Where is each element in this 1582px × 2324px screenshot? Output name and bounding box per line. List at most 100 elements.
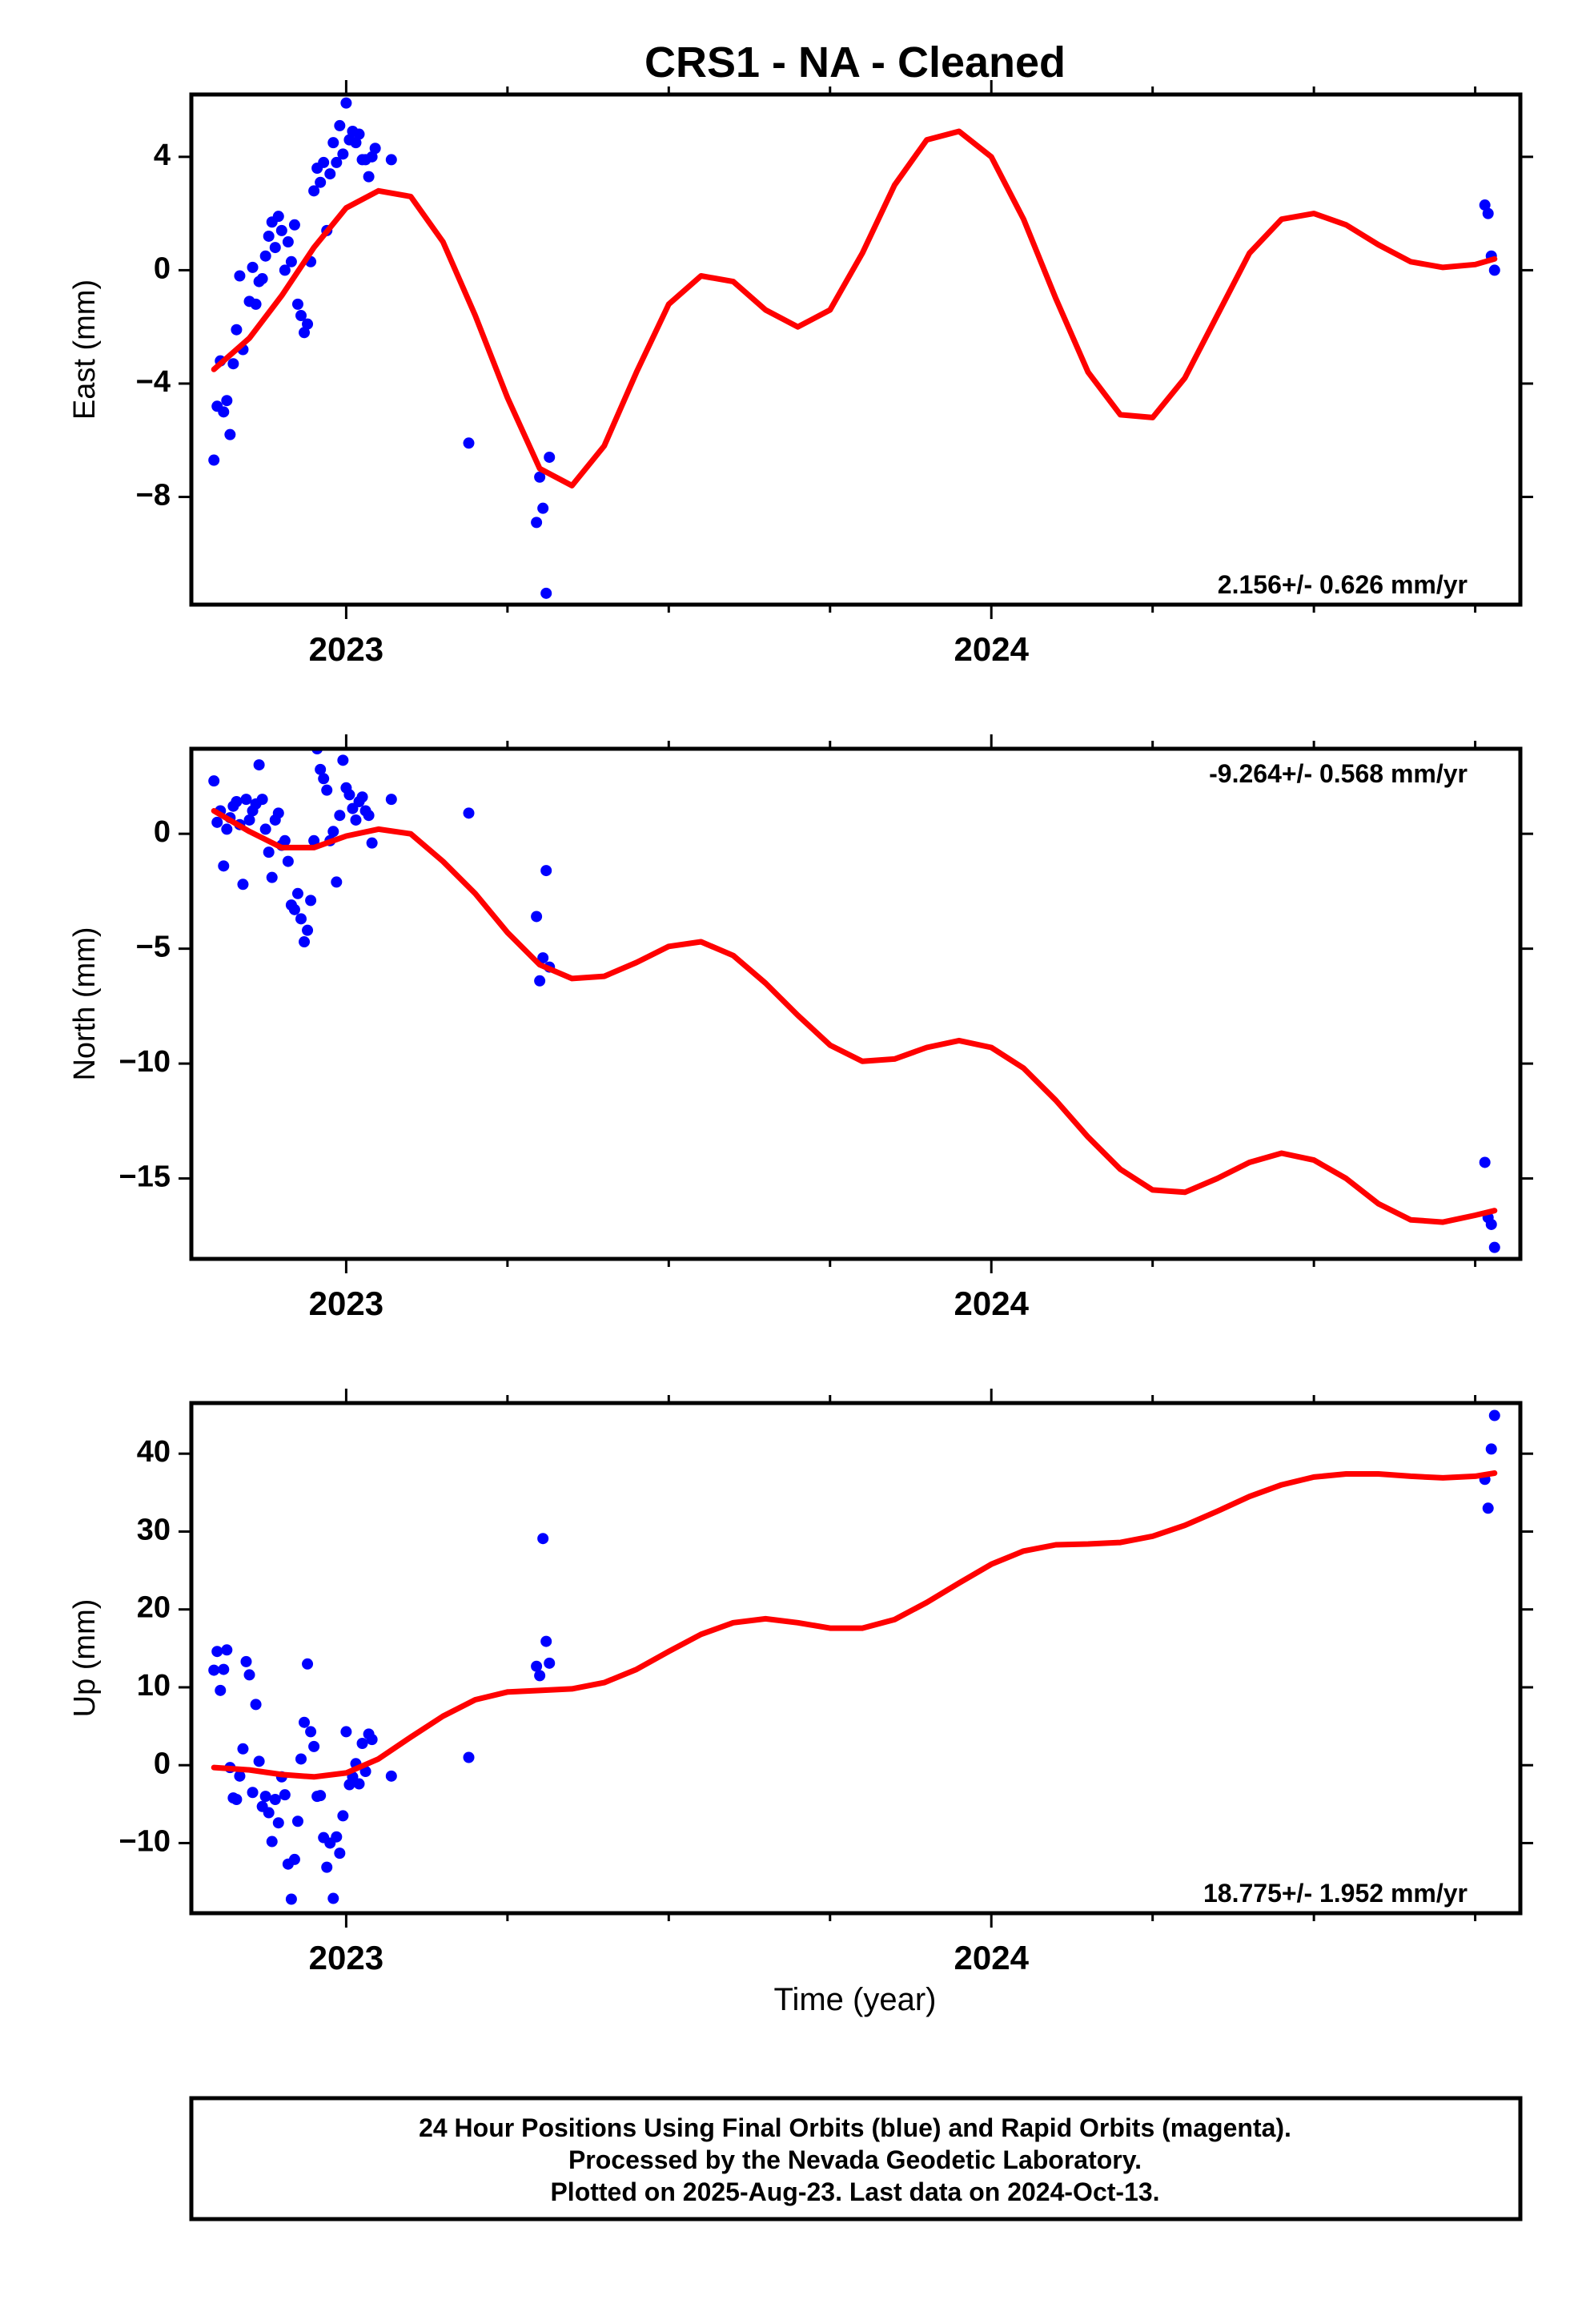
data-point (353, 128, 365, 140)
data-point (1482, 207, 1494, 219)
north-fit-line (211, 808, 1498, 1225)
data-point (321, 784, 333, 796)
data-point (537, 1533, 549, 1545)
data-point (295, 1753, 307, 1765)
data-point (221, 1644, 233, 1656)
y-tick-label: −5 (136, 931, 171, 964)
north-frame (189, 746, 1523, 1261)
x-axis-label: Time (year) (774, 1982, 937, 2017)
data-point (279, 1789, 291, 1801)
data-point (334, 119, 346, 131)
data-point (540, 865, 552, 877)
data-point (534, 471, 546, 483)
y-tick-label: −8 (136, 479, 171, 513)
data-point (337, 754, 349, 766)
y-tick-label: 0 (154, 1747, 171, 1780)
x-tick-label: 2023 (309, 1285, 383, 1322)
data-point (302, 318, 314, 330)
data-point (366, 837, 378, 849)
data-point (327, 137, 339, 149)
data-point (308, 1740, 320, 1752)
data-point (295, 310, 307, 322)
data-point (231, 1794, 243, 1806)
y-tick-label: 0 (154, 815, 171, 849)
data-point (324, 168, 336, 180)
data-point (234, 1770, 246, 1782)
footer-box: 24 Hour Positions Using Final Orbits (bl… (189, 2096, 1523, 2221)
data-point (356, 791, 368, 803)
data-point (305, 1726, 317, 1738)
data-point (531, 517, 543, 529)
data-point (327, 1892, 339, 1904)
data-point (263, 230, 275, 242)
data-point (288, 219, 300, 231)
data-point (327, 826, 339, 838)
up-data-points (208, 1409, 1500, 1905)
data-point (208, 1664, 220, 1676)
data-point (259, 1791, 271, 1803)
data-point (250, 1699, 262, 1711)
data-point (221, 823, 233, 835)
data-point (250, 298, 262, 310)
east-rate-label: 2.156+/- 0.626 mm/yr (1218, 570, 1468, 599)
data-point (337, 1810, 349, 1822)
data-point (211, 816, 223, 828)
y-tick-label: −4 (136, 365, 171, 399)
data-point (282, 236, 294, 248)
data-point (1488, 264, 1500, 276)
north-y-axis-label: North (mm) (68, 927, 102, 1080)
data-point (215, 1684, 227, 1696)
data-point (353, 1778, 365, 1790)
data-point (331, 1831, 343, 1843)
data-point (340, 1726, 352, 1738)
east-panel: 4 0 −4 −8 2023 2024 East (mm) 2.156+/- 0.626 mm… (68, 80, 1533, 668)
data-point (540, 1635, 552, 1647)
data-point (305, 895, 317, 907)
footer-line-2: Processed by the Nevada Geodetic Laborat… (568, 2145, 1142, 2174)
data-point (302, 1658, 314, 1670)
data-point (231, 795, 243, 807)
data-point (315, 763, 327, 775)
data-point (279, 264, 291, 276)
data-point (369, 143, 381, 155)
data-point (318, 156, 330, 168)
north-data-points (208, 749, 1500, 1253)
data-point (240, 794, 252, 806)
data-point (463, 807, 475, 819)
data-point (463, 437, 475, 449)
data-point (234, 270, 246, 282)
east-frame (189, 92, 1523, 607)
y-tick-label: 4 (154, 139, 171, 172)
data-point (315, 1790, 327, 1802)
data-point (537, 952, 549, 964)
data-point (531, 1660, 543, 1672)
y-tick-label: 20 (137, 1591, 171, 1625)
data-point (237, 1743, 249, 1755)
footer-line-3: Plotted on 2025-Aug-23. Last data on 202… (550, 2177, 1159, 2206)
data-point (299, 1716, 311, 1728)
north-panel: 0 −5 −10 −15 2023 2024 North (mm) -9.264+/- 0.5… (68, 734, 1533, 1322)
data-point (1485, 1443, 1497, 1455)
data-point (259, 823, 271, 835)
data-point (356, 1737, 368, 1749)
up-y-axis-label: Up (mm) (68, 1599, 102, 1718)
y-tick-label: −15 (119, 1160, 171, 1194)
data-point (385, 794, 397, 806)
data-point (363, 171, 375, 183)
east-data-points (208, 97, 1500, 599)
data-point (259, 250, 271, 262)
data-point (385, 1770, 397, 1782)
data-point (253, 759, 265, 771)
data-point (243, 814, 255, 826)
data-point (343, 789, 355, 801)
data-point (208, 454, 220, 466)
data-point (256, 794, 268, 806)
data-point (540, 587, 552, 599)
data-point (282, 855, 294, 867)
data-point (291, 298, 303, 310)
data-point (266, 871, 278, 883)
north-rate-label: -9.264+/- 0.568 mm/yr (1209, 759, 1468, 788)
y-tick-label: 40 (137, 1435, 171, 1469)
data-point (263, 1807, 275, 1819)
